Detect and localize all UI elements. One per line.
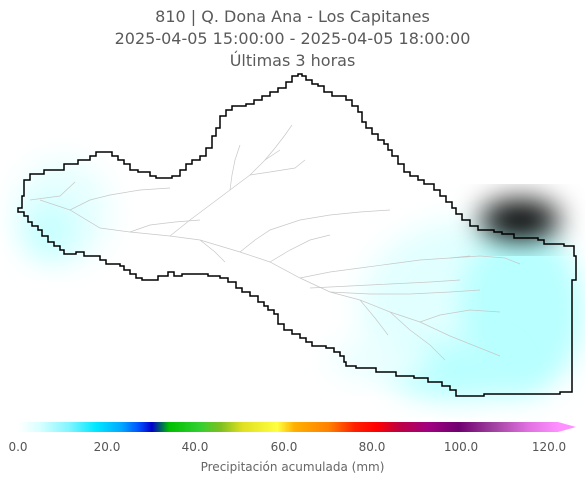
- channel-upper-5: [264, 124, 293, 161]
- channel-lower-1: [199, 239, 226, 263]
- channel-south-1: [389, 311, 446, 361]
- river-network: [29, 124, 521, 361]
- colorbar-label: Precipitación acumulada (mm): [200, 460, 385, 474]
- precip-patch-north-east: [480, 200, 560, 240]
- map-title-line2: 2025-04-05 15:00:00 - 2025-04-05 18:00:0…: [114, 29, 471, 48]
- channel-upper-2: [169, 149, 281, 237]
- map-title-line1: 810 | Q. Dona Ana - Los Capitanes: [155, 7, 430, 26]
- colorbar-gradient: [18, 422, 558, 432]
- basin-boundary: [17, 73, 577, 397]
- precip-patch-south: [330, 340, 430, 380]
- channel-south-2: [359, 299, 389, 336]
- precip-patch-west-core: [24, 202, 76, 258]
- colorbar-tick-60: 60.0: [270, 440, 298, 454]
- channel-mid-2: [269, 234, 331, 263]
- channel-east-2: [419, 309, 501, 323]
- main-channel: [39, 199, 501, 357]
- precipitation-field: [14, 160, 580, 400]
- channel-mid-5: [329, 289, 481, 295]
- colorbar-tick-40: 40.0: [181, 440, 209, 454]
- channel-upper-3: [229, 144, 241, 191]
- colorbar-tick-0: 0.0: [8, 440, 28, 454]
- colorbar-tick-80: 80.0: [358, 440, 386, 454]
- channel-east-1: [449, 255, 521, 265]
- channel-west-branch: [29, 181, 76, 201]
- channel-mid-4: [309, 279, 461, 289]
- channel-lower-2: [129, 219, 201, 233]
- channel-upper-4: [249, 159, 306, 176]
- colorbar: [18, 422, 576, 432]
- channel-mid-1: [239, 209, 391, 253]
- colorbar-tick-100: 100.0: [443, 440, 479, 454]
- colorbar-tick-20: 20.0: [93, 440, 121, 454]
- channel-upper-1: [69, 187, 171, 211]
- colorbar-tick-120: 120.0: [531, 440, 567, 454]
- map-title-line3: Últimas 3 horas: [229, 51, 356, 70]
- colorbar-extend-arrow: [558, 422, 576, 432]
